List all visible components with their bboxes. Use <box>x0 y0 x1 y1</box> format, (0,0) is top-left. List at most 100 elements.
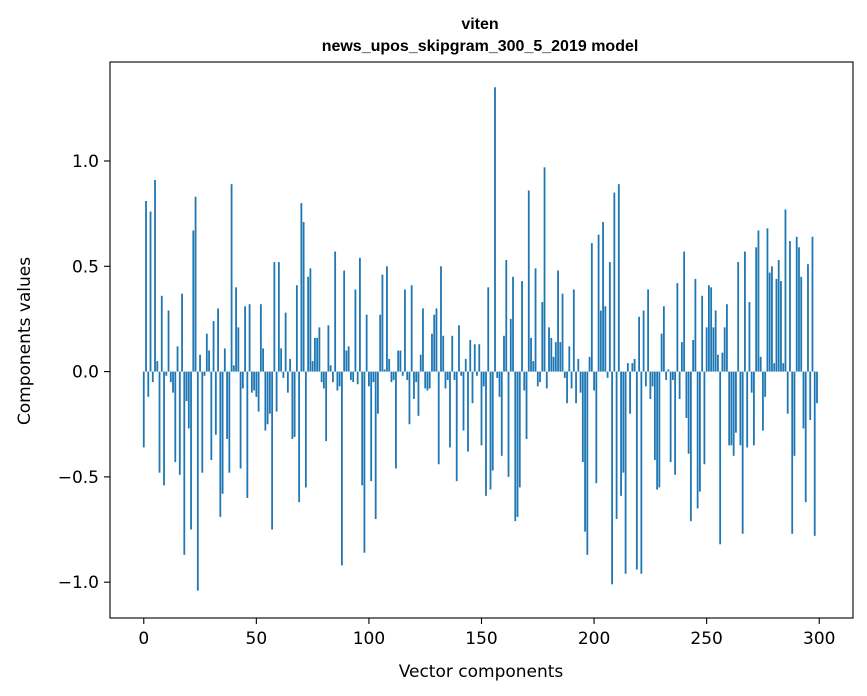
x-axis-label: Vector components <box>399 662 564 682</box>
bar <box>230 184 233 372</box>
bar <box>503 335 505 372</box>
bar <box>638 316 641 372</box>
bar <box>624 371 627 574</box>
bar <box>548 327 550 372</box>
bar <box>775 278 778 372</box>
bar <box>631 363 634 372</box>
bar <box>300 203 303 372</box>
bar <box>480 371 483 446</box>
bar <box>257 371 260 412</box>
y-tick-label: −0.5 <box>58 468 99 488</box>
bar <box>156 361 159 372</box>
bar <box>174 371 177 463</box>
bar <box>428 371 431 389</box>
bar <box>554 342 557 372</box>
bar <box>780 281 782 372</box>
bar <box>165 371 168 376</box>
bar <box>410 285 413 372</box>
bar <box>320 371 323 383</box>
bar <box>205 333 208 372</box>
bar <box>415 371 418 383</box>
bar <box>786 371 789 414</box>
bar <box>773 363 776 372</box>
bar <box>687 371 690 454</box>
bar <box>284 312 287 372</box>
bar <box>563 371 566 378</box>
bar <box>689 371 692 522</box>
bar <box>422 308 424 372</box>
bar <box>377 371 379 414</box>
bar <box>532 361 535 372</box>
bar <box>370 371 373 482</box>
bar <box>523 371 526 391</box>
x-tick-label: 200 <box>578 629 610 649</box>
bars-group <box>142 87 818 591</box>
bar <box>527 190 530 372</box>
bar <box>701 295 704 372</box>
bar <box>649 371 652 399</box>
bar <box>757 230 760 372</box>
bar <box>710 287 713 372</box>
bar <box>239 371 242 469</box>
bar <box>811 236 814 372</box>
x-tick-label: 100 <box>353 629 385 649</box>
bar <box>543 167 546 372</box>
bar <box>726 304 728 372</box>
bar <box>505 259 508 372</box>
bar <box>708 285 710 372</box>
chart-subtitle: news_upos_skipgram_300_5_2019 model <box>322 38 639 55</box>
bar <box>570 371 573 389</box>
bar <box>147 371 150 397</box>
bar <box>408 371 411 425</box>
bar <box>694 278 697 372</box>
bar <box>460 371 463 376</box>
bar <box>732 371 735 456</box>
bar <box>593 371 595 391</box>
bar <box>559 342 562 372</box>
bar <box>714 310 717 372</box>
bar <box>192 230 195 372</box>
bar <box>196 371 199 591</box>
bar <box>356 371 359 385</box>
bar <box>253 371 255 391</box>
bar <box>795 236 798 372</box>
bar <box>588 356 591 372</box>
bar <box>322 371 325 389</box>
bar <box>221 371 224 494</box>
bar <box>417 371 420 416</box>
bar <box>705 327 708 372</box>
bar <box>653 371 656 461</box>
bar <box>579 371 582 393</box>
bar <box>203 371 206 376</box>
bar <box>494 87 496 372</box>
bar <box>816 371 818 404</box>
bar <box>467 371 469 452</box>
bar <box>735 371 737 433</box>
bar <box>350 371 352 381</box>
bar <box>208 350 210 372</box>
bar <box>491 371 494 471</box>
bar <box>777 259 780 372</box>
plot-frame <box>109 61 854 619</box>
bar <box>383 369 386 372</box>
bar <box>620 371 622 496</box>
bar <box>723 327 726 372</box>
bar <box>311 361 314 372</box>
bar <box>293 371 296 437</box>
bar <box>181 293 183 372</box>
bar <box>250 371 253 393</box>
bar <box>813 371 816 536</box>
bar <box>485 371 487 496</box>
bar <box>341 371 343 566</box>
bar <box>712 327 715 372</box>
bar <box>334 251 337 372</box>
bar <box>622 371 625 473</box>
bar <box>717 354 719 372</box>
bar <box>212 321 215 372</box>
bar <box>530 337 532 372</box>
bar <box>680 342 683 372</box>
bar <box>304 371 307 488</box>
y-axis-label: Components values <box>15 257 35 425</box>
bar <box>541 302 544 372</box>
